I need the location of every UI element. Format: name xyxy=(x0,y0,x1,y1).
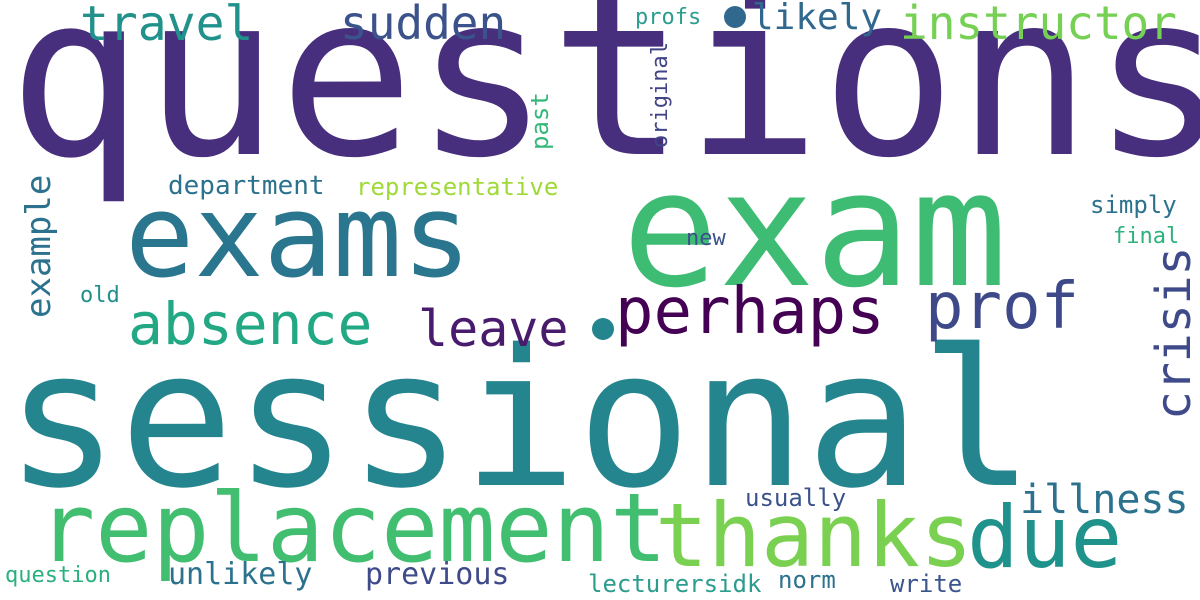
word-prof: prof xyxy=(925,270,1080,344)
word-sudden: sudden xyxy=(340,0,507,50)
word-norm: norm xyxy=(778,566,836,594)
word-write: write xyxy=(890,570,963,598)
word-travel: travel xyxy=(80,0,254,52)
word-replacement: replacement xyxy=(38,474,668,584)
word-leave: leave xyxy=(418,300,569,358)
word-lecturersidk: lecturersidk xyxy=(588,570,762,598)
dot-mark xyxy=(592,318,614,340)
word-unlikely: unlikely xyxy=(168,557,313,592)
word-perhaps: perhaps xyxy=(615,275,885,349)
word-thanks: thanks xyxy=(655,484,973,587)
word-old: old xyxy=(80,283,120,308)
word-new: new xyxy=(686,226,726,251)
word-exams: exams xyxy=(125,170,472,304)
word-profs: profs xyxy=(635,5,702,30)
word-previous: previous xyxy=(365,557,510,592)
word-representative: representative xyxy=(356,173,559,201)
dot-mark xyxy=(724,6,746,28)
word-past: past xyxy=(526,92,554,150)
word-absence: absence xyxy=(128,290,373,358)
word-usually: usually xyxy=(745,484,847,512)
word-department: department xyxy=(168,171,325,201)
word-final: final xyxy=(1113,224,1180,249)
word-simply: simply xyxy=(1090,191,1177,219)
word-due: due xyxy=(967,488,1123,588)
word-crisis: crisis xyxy=(1146,246,1200,420)
word-question: question xyxy=(5,563,111,588)
word-exam: exam xyxy=(622,136,1008,323)
word-example: example xyxy=(19,174,59,318)
word-original: original xyxy=(648,42,673,148)
word-instructor: instructor xyxy=(900,0,1177,50)
word-questions: questions xyxy=(8,0,1200,208)
word-illness: illness xyxy=(1020,477,1189,523)
word-likely: likely xyxy=(752,0,883,38)
word-sessional: sessional xyxy=(5,309,1035,530)
